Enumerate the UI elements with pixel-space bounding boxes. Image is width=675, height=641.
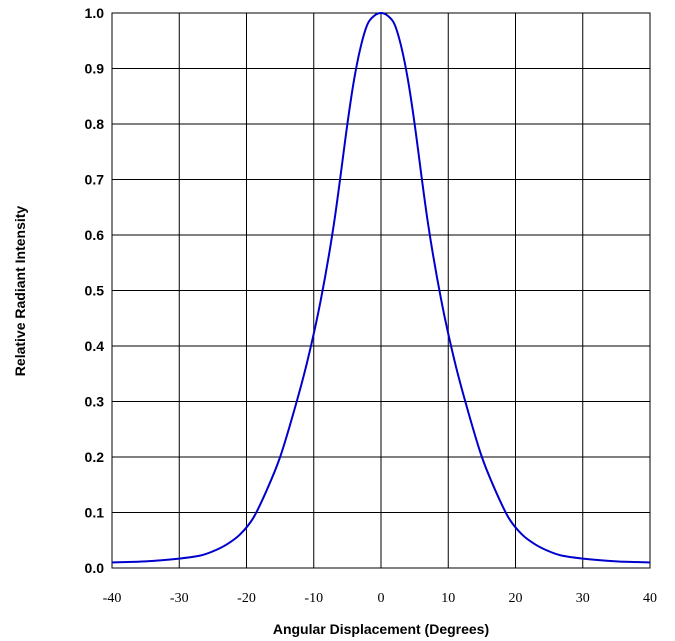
gridlines <box>111 12 651 569</box>
series-line <box>111 11 651 564</box>
x-tick-labels: -40 -30 -20 -10 0 10 20 30 40 <box>103 591 657 606</box>
series-group <box>111 11 651 564</box>
x-tick-label: 20 <box>509 591 523 606</box>
y-axis-label: Relative Radiant Intensity <box>12 206 28 377</box>
y-tick-label: 0.8 <box>85 116 105 132</box>
y-tick-label: 0.3 <box>85 394 105 410</box>
y-tick-label: 0.6 <box>85 227 105 243</box>
y-tick-label: 1.0 <box>85 5 105 21</box>
x-tick-label: 40 <box>643 591 657 606</box>
y-tick-label: 0.1 <box>85 505 105 521</box>
x-tick-label: -10 <box>304 591 323 606</box>
x-tick-label: -40 <box>103 591 122 606</box>
x-tick-label: 30 <box>576 591 590 606</box>
y-tick-label: 0.5 <box>85 283 105 299</box>
y-tick-label: 0.2 <box>85 449 105 465</box>
x-tick-label: -20 <box>237 591 256 606</box>
y-tick-labels: 0.0 0.1 0.2 0.3 0.4 0.5 0.6 0.7 0.8 0.9 1.0 <box>85 5 105 576</box>
x-tick-label: 0 <box>378 591 385 606</box>
x-tick-label: -30 <box>170 591 189 606</box>
y-tick-label: 0.0 <box>85 560 105 576</box>
x-tick-label: 10 <box>441 591 455 606</box>
y-tick-label: 0.9 <box>85 61 105 77</box>
x-axis-label: Angular Displacement (Degrees) <box>273 621 489 637</box>
y-tick-label: 0.7 <box>85 172 105 188</box>
y-tick-label: 0.4 <box>85 338 105 354</box>
